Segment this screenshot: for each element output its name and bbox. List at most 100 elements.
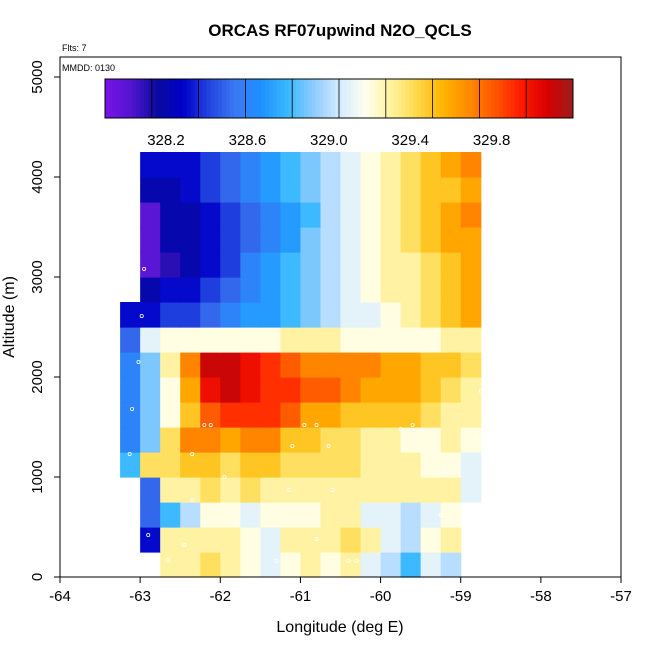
colorbar-segment xyxy=(296,79,301,118)
colorbar-segment xyxy=(518,79,523,118)
colorbar-segment xyxy=(545,79,551,118)
heatmap-cell xyxy=(140,177,161,203)
heatmap-cell xyxy=(340,177,362,203)
heatmap-cell xyxy=(220,177,241,203)
heatmap-cell xyxy=(140,202,161,228)
heatmap-cell xyxy=(160,552,181,578)
heatmap-cell xyxy=(420,552,442,578)
heatmap-cell xyxy=(380,352,402,378)
colorbar-segment xyxy=(475,79,480,118)
heatmap-cell xyxy=(260,352,281,378)
heatmap-cell xyxy=(200,177,221,203)
heatmap-cell xyxy=(260,502,281,528)
heatmap-cell xyxy=(320,152,342,178)
colorbar-segment xyxy=(210,79,215,118)
heatmap-cell xyxy=(300,352,322,378)
heatmap-cell xyxy=(440,552,462,578)
heatmap-cell xyxy=(200,302,221,328)
heatmap-cell xyxy=(240,552,261,578)
data-point xyxy=(314,422,319,427)
heatmap-cell xyxy=(220,352,241,378)
heatmap-cell xyxy=(420,352,442,378)
heatmap-cell xyxy=(420,302,442,328)
heatmap-cell xyxy=(460,477,482,503)
heatmap-cell xyxy=(360,377,382,403)
data-point xyxy=(130,406,135,411)
heatmap-cell xyxy=(300,552,322,578)
heatmap-cell xyxy=(360,427,382,453)
x-tick-label: -60 xyxy=(370,588,392,605)
colorbar-segment xyxy=(331,79,336,118)
heatmap-cell xyxy=(320,427,342,453)
heatmap-cell xyxy=(240,527,261,553)
colorbar-segment xyxy=(233,79,239,118)
heatmap-cell xyxy=(160,227,181,253)
heatmap-cell xyxy=(340,502,362,528)
heatmap-cell xyxy=(420,327,442,353)
heatmap-cell xyxy=(280,352,302,378)
heatmap-cell xyxy=(440,202,462,228)
colorbar-segment xyxy=(541,79,547,118)
colorbar-segment xyxy=(358,79,363,118)
heatmap-cell xyxy=(320,327,342,353)
heatmap-cell xyxy=(300,152,322,178)
heatmap-cell xyxy=(220,377,241,403)
heatmap-cells xyxy=(120,152,482,578)
heatmap-cell xyxy=(300,202,322,228)
heatmap-cell xyxy=(180,527,201,553)
heatmap-cell xyxy=(440,477,462,503)
colorbar-segment xyxy=(483,79,488,118)
colorbar-segment xyxy=(284,79,289,118)
heatmap-cell xyxy=(340,202,362,228)
heatmap-cell xyxy=(340,277,362,303)
colorbar-segment xyxy=(105,79,110,118)
colorbar-segment xyxy=(249,79,254,118)
data-point xyxy=(462,559,467,564)
heatmap-cell xyxy=(380,252,402,278)
heatmap-cell xyxy=(420,202,442,228)
heatmap-cell xyxy=(140,452,161,478)
colorbar-segment xyxy=(565,79,570,118)
colorbar-segment xyxy=(229,79,235,118)
colorbar-segment xyxy=(315,79,320,118)
heatmap-cell xyxy=(160,427,181,453)
heatmap-cell xyxy=(240,327,261,353)
y-tick-label: 4000 xyxy=(29,160,46,193)
heatmap-cell xyxy=(180,227,201,253)
colorbar-segment xyxy=(225,79,231,118)
data-point xyxy=(142,266,147,271)
heatmap-cell xyxy=(280,402,302,428)
heatmap-cell xyxy=(260,427,281,453)
colorbar-segment xyxy=(307,79,313,118)
heatmap-cell xyxy=(120,427,141,453)
data-point xyxy=(486,295,491,300)
heatmap-cell xyxy=(320,252,342,278)
heatmap-cell xyxy=(300,177,322,203)
heatmap-cell xyxy=(440,252,462,278)
heatmap-cell xyxy=(380,552,402,578)
data-point xyxy=(166,558,171,563)
colorbar-segment xyxy=(268,79,274,118)
heatmap-cell xyxy=(200,377,221,403)
heatmap-cell xyxy=(300,277,322,303)
colorbar-segment xyxy=(116,79,122,118)
heatmap-cell xyxy=(300,502,322,528)
heatmap-cell xyxy=(300,227,322,253)
heatmap-cell xyxy=(220,302,241,328)
heatmap-cell xyxy=(440,452,462,478)
y-axis: 0 1000 2000 3000 4000 5000 xyxy=(29,60,60,581)
heatmap-cell xyxy=(400,352,422,378)
data-point xyxy=(146,533,151,538)
heatmap-cell xyxy=(160,377,181,403)
heatmap-cell xyxy=(420,477,442,503)
heatmap-cell xyxy=(460,352,482,378)
heatmap-cell xyxy=(400,552,422,578)
colorbar-segment xyxy=(495,79,500,118)
heatmap-cell xyxy=(260,202,281,228)
colorbar-tick-label: 329.8 xyxy=(473,132,511,149)
heatmap-cell xyxy=(460,152,482,178)
heatmap-cell xyxy=(320,352,342,378)
heatmap-cell xyxy=(180,352,201,378)
colorbar: 328.2 328.6 329.0 329.4 329.8 xyxy=(104,78,574,149)
heatmap-cell xyxy=(340,527,362,553)
